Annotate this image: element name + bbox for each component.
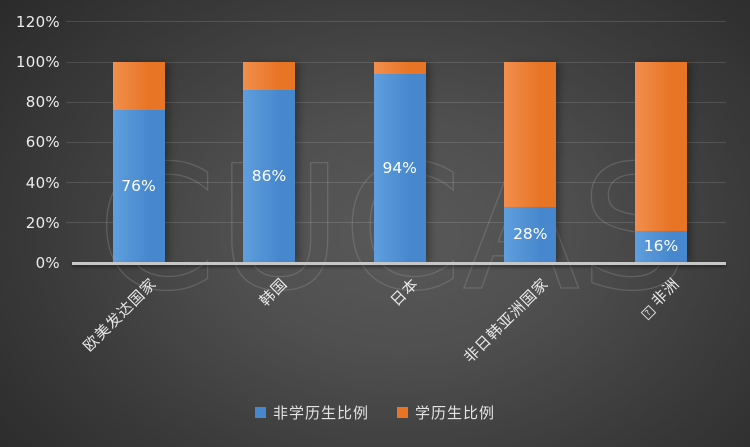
x-category-label: 欧美发达国家: [80, 274, 161, 356]
y-axis-tick-label: 0%: [35, 254, 60, 272]
legend: 非学历生比例 学历生比例: [0, 402, 750, 423]
y-axis-tick-label: 60%: [25, 133, 60, 152]
bar-value-label: 16%: [643, 236, 679, 255]
x-category-label: 非日韩亚洲国家: [460, 274, 553, 367]
legend-item-2: 学历生比例: [397, 402, 495, 423]
segment-degree: [373, 62, 426, 75]
y-axis-tick-label: 40%: [25, 173, 60, 192]
segment-degree: [243, 62, 295, 91]
bar-3: 94%: [373, 62, 426, 263]
bar-5: 16%: [635, 62, 687, 263]
segment-degree: [635, 62, 687, 231]
missing-glyph-icon: ?: [640, 304, 657, 321]
gridline: [66, 21, 726, 23]
y-axis-tick-label: 20%: [25, 213, 60, 232]
segment-non-degree: [373, 74, 426, 263]
segment-degree: [504, 62, 557, 207]
bar-2: 86%: [243, 62, 295, 263]
legend-swatch-icon: [254, 407, 266, 418]
bar-1: 76%: [112, 62, 165, 263]
segment-degree: [112, 62, 165, 111]
bar-4: 28%: [504, 62, 557, 263]
segment-non-degree: [243, 90, 295, 263]
x-category-label: ?非洲: [635, 273, 684, 322]
y-axis-tick-label: 120%: [15, 12, 60, 31]
x-category-label: 日本: [386, 274, 422, 310]
y-axis-tick-label: 80%: [25, 93, 60, 112]
legend-label: 学历生比例: [415, 404, 496, 422]
bar-value-label: 94%: [382, 158, 417, 177]
bar-value-label: 86%: [251, 166, 287, 185]
bar-value-label: 28%: [513, 224, 548, 243]
segment-non-degree: [635, 230, 687, 263]
bar-value-label: 76%: [121, 176, 156, 195]
legend-item-1: 非学历生比例: [254, 402, 369, 423]
legend-label: 非学历生比例: [272, 404, 369, 422]
x-category-label: 韩国: [255, 274, 292, 310]
y-axis-tick-label: 100%: [15, 53, 60, 71]
legend-swatch-icon: [397, 407, 408, 418]
segment-non-degree: [504, 206, 557, 263]
segment-non-degree: [112, 110, 165, 263]
x-axis-line: [72, 262, 726, 265]
